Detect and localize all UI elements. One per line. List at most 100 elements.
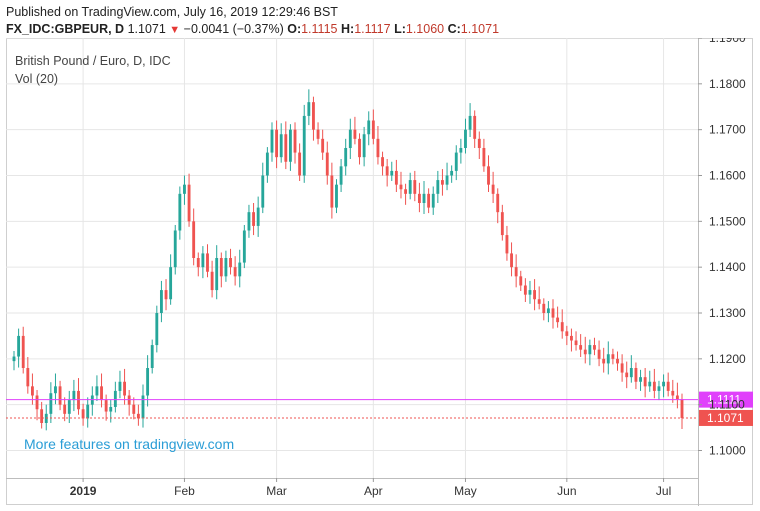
- candle-body: [146, 368, 150, 396]
- price-chart[interactable]: 1.1111 1.1071 1.19001.18001.17001.16001.1…: [6, 38, 754, 506]
- candle-body: [487, 166, 490, 185]
- candle-body: [330, 175, 334, 208]
- candle: [335, 179, 338, 214]
- candle: [657, 380, 661, 401]
- candle: [597, 340, 601, 367]
- candle: [427, 188, 431, 214]
- watermark-link[interactable]: More features on tradingview.com: [24, 436, 235, 452]
- candle: [242, 225, 246, 269]
- price-marker-label: 1.1111: [707, 393, 741, 407]
- candle-body: [639, 377, 642, 382]
- candle-body: [537, 299, 541, 304]
- candle: [270, 122, 274, 162]
- x-tick-label: 2019: [70, 484, 97, 498]
- candle: [579, 334, 583, 357]
- candle: [353, 116, 357, 145]
- candle-body: [404, 189, 408, 194]
- candle-body: [104, 400, 108, 412]
- candle: [187, 173, 191, 227]
- candle: [394, 159, 398, 192]
- candle-body: [666, 381, 670, 391]
- candle: [431, 186, 435, 215]
- candle-body: [588, 345, 592, 355]
- candle-body: [67, 400, 71, 414]
- time-axis[interactable]: 2019 Feb Mar Apr May Jun Jul: [70, 478, 671, 498]
- candle: [385, 159, 389, 187]
- candle-body: [339, 166, 343, 185]
- candle: [648, 370, 652, 392]
- candle-body: [247, 212, 251, 231]
- candle-body: [367, 120, 371, 135]
- candle: [533, 279, 537, 311]
- candle: [127, 390, 131, 416]
- candle: [496, 188, 500, 224]
- candle-body: [468, 115, 472, 130]
- candle-body: [284, 134, 288, 162]
- candle-body: [54, 386, 57, 394]
- candle-body: [422, 193, 426, 203]
- candle-body: [560, 322, 564, 332]
- candle: [229, 248, 232, 275]
- candle-body: [265, 152, 269, 176]
- candle: [330, 162, 334, 219]
- price-marker-tag: [699, 409, 753, 426]
- candle: [376, 126, 380, 165]
- candle-body: [593, 345, 596, 350]
- candle-body: [30, 386, 34, 396]
- candle: [583, 336, 587, 364]
- candle: [473, 110, 477, 148]
- candle-body: [141, 395, 145, 419]
- candle: [339, 159, 343, 192]
- candle-body: [118, 381, 122, 391]
- candle-body: [431, 193, 435, 208]
- candle-body: [505, 235, 509, 254]
- candle-body: [252, 212, 255, 226]
- low-label: L:: [394, 22, 406, 36]
- candle: [464, 118, 467, 154]
- candle-body: [26, 368, 30, 387]
- price-axis[interactable]: 1.1900 1.1800 1.1700 1.1600 1.1500 1.1400 1.13…: [698, 38, 746, 458]
- candle-body: [12, 356, 16, 362]
- candle: [404, 183, 408, 205]
- candle-body: [385, 166, 389, 176]
- candle-body: [348, 129, 352, 148]
- candle: [26, 357, 30, 394]
- candle: [358, 133, 361, 165]
- candle-body: [316, 129, 320, 139]
- candle-body: [192, 221, 196, 258]
- candle-body: [196, 258, 200, 268]
- candle-body: [477, 138, 481, 148]
- candle: [348, 118, 352, 159]
- candle-body: [625, 372, 629, 378]
- x-tick-label: Mar: [266, 484, 287, 498]
- candle-body: [233, 267, 237, 277]
- candle: [40, 401, 44, 429]
- candle: [523, 278, 527, 302]
- candle-body: [399, 184, 403, 190]
- candle-body: [514, 267, 518, 277]
- candle: [487, 155, 490, 192]
- candle: [215, 245, 219, 300]
- grid-lines: [6, 38, 699, 506]
- candle: [219, 252, 223, 288]
- candle-body: [201, 253, 205, 268]
- price-marker-label: 1.1071: [707, 411, 744, 425]
- candle: [528, 280, 532, 304]
- candle: [537, 286, 541, 310]
- candle: [606, 341, 610, 375]
- candle-body: [164, 290, 168, 300]
- x-tick-label: Jun: [557, 484, 576, 498]
- candle: [556, 306, 560, 328]
- y-tick-label: 1.1200: [709, 352, 746, 366]
- candle: [620, 354, 624, 382]
- candle-body: [634, 368, 638, 382]
- y-tick-label: 1.1100: [709, 398, 745, 412]
- candle-body: [500, 212, 504, 236]
- y-tick-label: 1.1300: [709, 306, 746, 320]
- candle-body: [533, 290, 537, 300]
- candle: [519, 270, 523, 291]
- y-tick-label: 1.1000: [709, 444, 746, 458]
- close-label: C:: [447, 22, 461, 36]
- candle: [616, 351, 619, 371]
- candle: [293, 122, 297, 164]
